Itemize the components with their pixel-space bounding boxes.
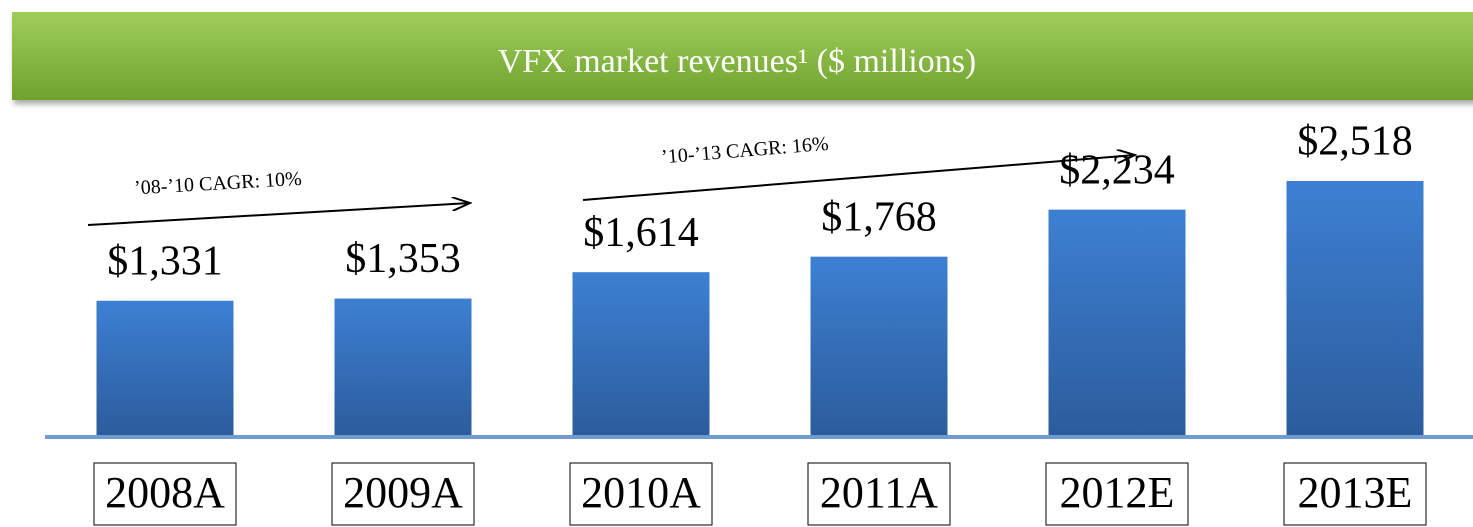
annotation: ’10-’13 CAGR: 16%	[660, 133, 829, 169]
value-label: $1,768	[821, 194, 937, 240]
x-tick-label: 2009A	[343, 468, 463, 517]
bar	[96, 300, 234, 435]
x-tick-label: 2013E	[1298, 468, 1413, 517]
category-box	[1283, 462, 1427, 526]
title-band	[12, 12, 1473, 100]
annotation: ’08-’10 CAGR: 10%	[134, 168, 303, 200]
arrow	[87, 203, 470, 226]
bar	[1286, 181, 1424, 435]
arrow	[582, 155, 1135, 201]
x-tick-label: 2011A	[820, 468, 938, 517]
x-tick-label: 2010A	[581, 468, 701, 517]
category-box	[1045, 462, 1189, 526]
bar	[1048, 209, 1186, 435]
category-box	[93, 462, 237, 526]
category-box	[569, 462, 713, 526]
chart-title: VFX market revenues¹ ($ millions)	[498, 43, 977, 80]
bar	[810, 256, 948, 435]
value-label: $2,518	[1297, 119, 1413, 165]
value-label: $1,331	[107, 238, 223, 284]
x-tick-label: 2008A	[105, 468, 225, 517]
value-label: $2,234	[1059, 147, 1175, 193]
bar	[572, 272, 710, 435]
bar	[334, 298, 472, 435]
value-label: $1,614	[583, 210, 699, 256]
category-box	[807, 462, 951, 526]
x-tick-label: 2012E	[1060, 468, 1175, 517]
category-box	[331, 462, 475, 526]
value-label: $1,353	[345, 236, 461, 282]
